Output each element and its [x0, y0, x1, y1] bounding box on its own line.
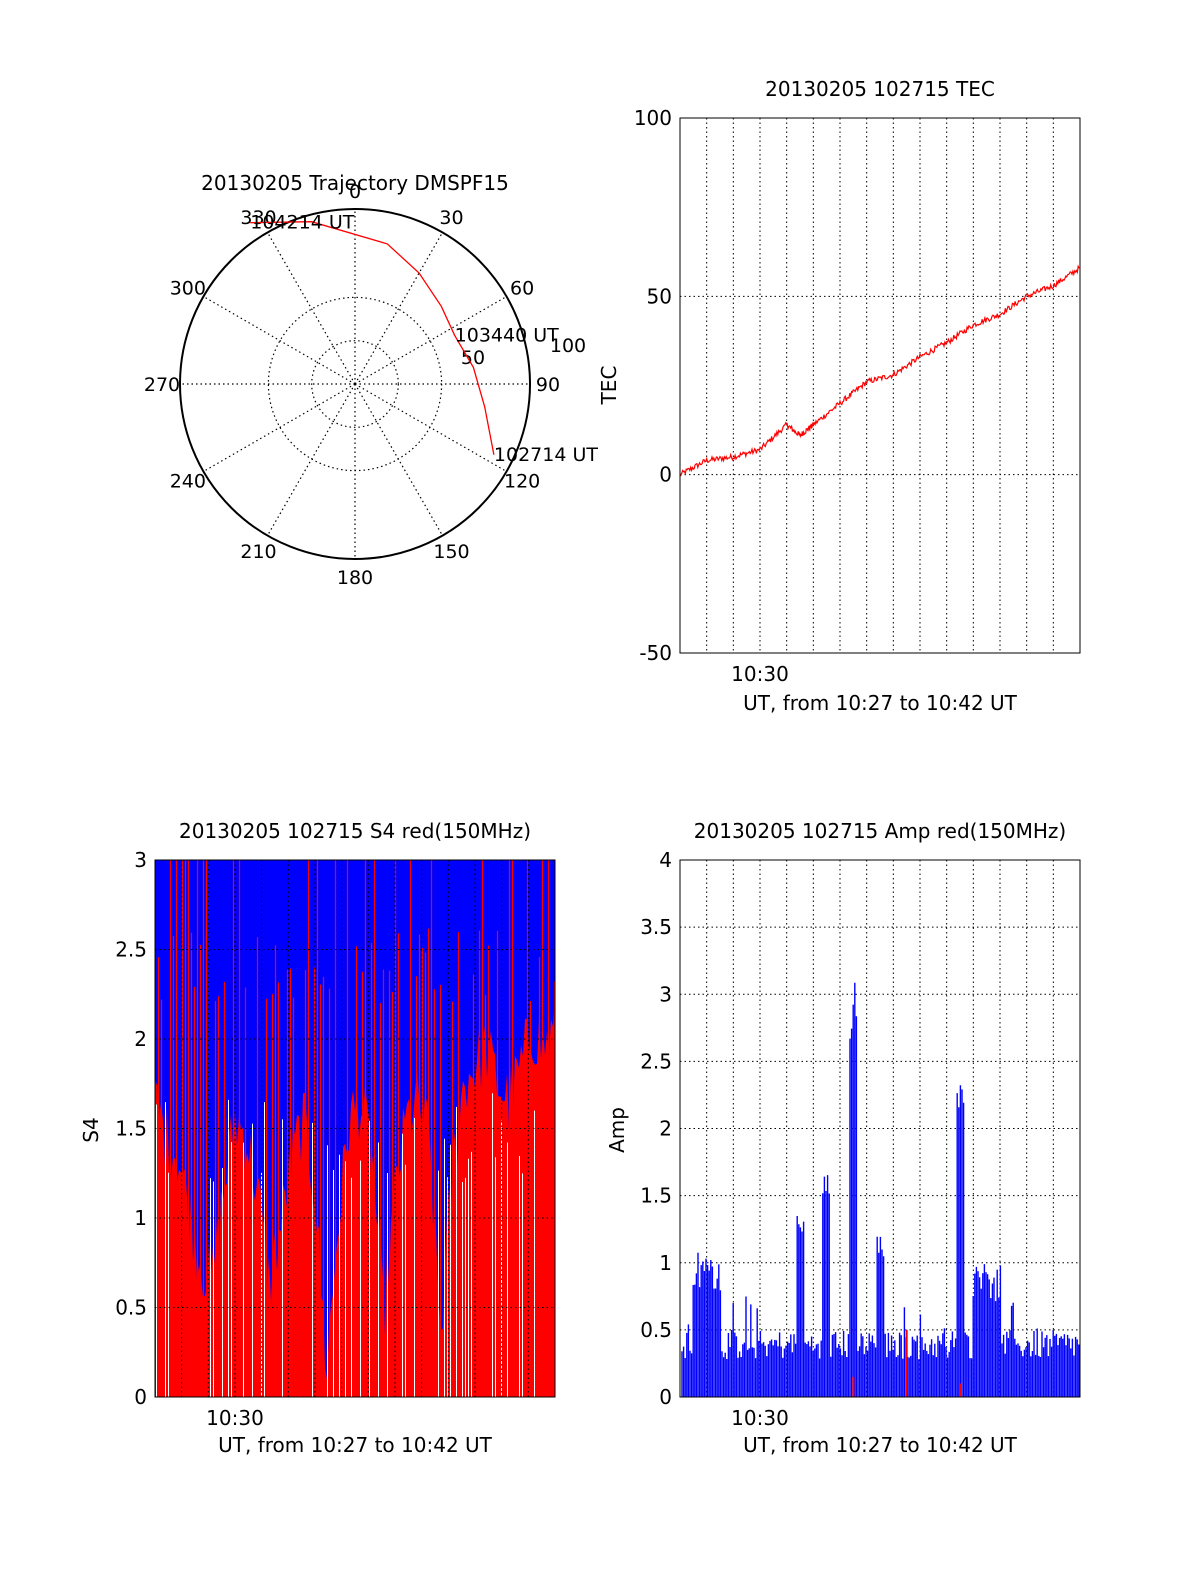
polar-spoke	[354, 233, 443, 385]
y-tick-label: 1.5	[640, 1184, 672, 1208]
polar-azimuth-label: 150	[433, 541, 469, 563]
amp-plot-frame	[679, 859, 1081, 1398]
y-tick-label: 2.5	[115, 938, 147, 962]
trajectory-annotation: 102714 UT	[494, 444, 598, 466]
tec-tick-labels: -50 0 50 100 10:30	[634, 106, 789, 686]
polar-azimuth-label: 30	[439, 207, 463, 229]
y-tick-label: 0	[659, 463, 672, 487]
y-tick-label: 1	[134, 1206, 147, 1230]
s4-title: 20130205 102715 S4 red(150MHz)	[179, 819, 531, 843]
polar-spoke	[354, 296, 506, 385]
x-tick-label: 10:30	[731, 662, 789, 686]
s4-grid	[155, 860, 555, 1397]
polar-radial-label: 50	[461, 347, 485, 369]
s4-red-area	[155, 998, 555, 1397]
polar-spoke	[267, 233, 356, 385]
polar-azimuth-labels: 0 30 60 90 120 150 180 210 240 270 300 330	[144, 181, 560, 589]
x-tick-label: 10:30	[731, 1406, 789, 1430]
y-tick-label: 2	[659, 1117, 672, 1141]
y-tick-label: 50	[647, 284, 672, 308]
x-tick-label: 10:30	[206, 1406, 264, 1430]
polar-trajectory-panel: 20130205 Trajectory DMSPF15 0 30 60 90 120 15…	[144, 171, 599, 589]
y-tick-label: 0.5	[115, 1296, 147, 1320]
tec-title: 20130205 102715 TEC	[765, 77, 995, 101]
amp-ylabel: Amp	[605, 1107, 629, 1153]
polar-ring	[267, 296, 443, 472]
polar-azimuth-label: 60	[510, 278, 534, 300]
trajectory-annotation: 104214 UT	[250, 212, 354, 234]
trajectory-line	[250, 221, 495, 455]
polar-ring	[311, 340, 399, 428]
polar-azimuth-label: 240	[170, 471, 206, 493]
polar-spoke	[204, 296, 356, 385]
tec-ylabel: TEC	[597, 366, 621, 406]
s4-xlabel: UT, from 10:27 to 10:42 UT	[218, 1433, 493, 1457]
polar-radial-labels: 50 100	[461, 335, 586, 369]
polar-azimuth-label: 180	[337, 567, 373, 589]
polar-azimuth-label: 270	[144, 374, 180, 396]
tec-grid	[680, 118, 1080, 653]
trajectory-annotations: 102714 UT 103440 UT 104214 UT	[250, 212, 598, 466]
y-tick-label: 2	[134, 1027, 147, 1051]
polar-azimuth-label: 330	[240, 207, 276, 229]
tec-xlabel: UT, from 10:27 to 10:42 UT	[743, 691, 1018, 715]
y-tick-label: 100	[634, 106, 672, 130]
tec-plot-frame	[679, 117, 1081, 654]
trajectory-annotation: 103440 UT	[455, 324, 559, 346]
polar-azimuth-label: 0	[349, 181, 361, 203]
y-tick-label: 3	[134, 848, 147, 872]
y-tick-label: 1	[659, 1251, 672, 1275]
y-tick-label: 2.5	[640, 1049, 672, 1073]
tec-panel: 20130205 102715 TEC -50 0 50 100 10:30 TEC U…	[597, 77, 1081, 715]
y-tick-label: 0	[659, 1385, 672, 1409]
y-tick-label: 3	[659, 982, 672, 1006]
amp-xlabel: UT, from 10:27 to 10:42 UT	[743, 1433, 1018, 1457]
polar-outer-ring	[179, 208, 531, 560]
polar-grid	[179, 208, 531, 560]
s4-tick-labels: 0 0.5 1 1.5 2 2.5 3 10:30	[115, 848, 264, 1430]
y-tick-label: 0	[134, 1385, 147, 1409]
polar-azimuth-label: 210	[240, 541, 276, 563]
polar-azimuth-label: 300	[170, 278, 206, 300]
tec-series-line	[679, 264, 1080, 477]
amp-title: 20130205 102715 Amp red(150MHz)	[694, 819, 1066, 843]
amp-panel: 20130205 102715 Amp red(150MHz) 0 0.5 1 1.5…	[605, 819, 1081, 1457]
amp-bars	[681, 982, 1080, 1397]
s4-ylabel: S4	[79, 1117, 103, 1142]
s4-plot-frame	[154, 859, 556, 1398]
amp-tick-labels: 0 0.5 1 1.5 2 2.5 3 3.5 4 10:30	[640, 848, 789, 1430]
y-tick-label: 3.5	[640, 915, 672, 939]
polar-radial-label: 100	[550, 335, 586, 357]
y-tick-label: 4	[659, 848, 672, 872]
polar-title: 20130205 Trajectory DMSPF15	[201, 171, 509, 195]
y-tick-label: 1.5	[115, 1117, 147, 1141]
y-tick-label: -50	[639, 641, 672, 665]
s4-panel: 20130205 102715 S4 red(150MHz) 0 0.5 1 1.5 2…	[79, 819, 556, 1457]
polar-azimuth-label: 90	[536, 374, 560, 396]
y-tick-label: 0.5	[640, 1318, 672, 1342]
polar-azimuth-label: 120	[504, 471, 540, 493]
